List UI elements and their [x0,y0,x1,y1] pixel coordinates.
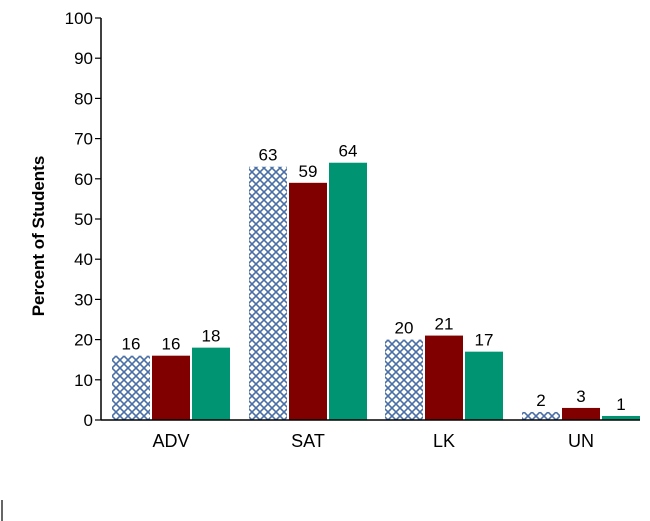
bar-adv-series-1 [112,355,150,420]
y-tick-label: 40 [74,250,93,269]
x-tick-label: UN [568,431,594,451]
bar-un-series-3 [602,415,640,420]
x-tick-label: SAT [291,431,325,451]
data-label: 2 [536,391,545,410]
data-label: 64 [339,142,358,161]
data-label: 3 [576,387,585,406]
y-tick-label: 80 [74,89,93,108]
bar-adv-series-2 [152,355,190,420]
bar-lk-series-2 [425,335,463,420]
y-tick-label: 50 [74,210,93,229]
y-tick-label: 100 [65,9,93,28]
y-tick-label: 90 [74,49,93,68]
data-label: 16 [122,335,141,354]
data-label: 16 [162,335,181,354]
y-tick-label: 20 [74,331,93,350]
bar-un-series-1 [522,411,560,420]
bar-lk-series-1 [385,339,423,420]
y-tick-label: 60 [74,170,93,189]
bar-lk-series-3 [465,351,503,420]
bar-sat-series-1 [249,166,287,420]
bar-un-series-2 [562,407,600,420]
y-tick-label: 0 [84,411,93,430]
x-tick-label: LK [433,431,455,451]
data-label: 1 [616,395,625,414]
data-label: 63 [259,146,278,165]
y-tick-label: 30 [74,290,93,309]
data-label: 17 [475,331,494,350]
bar-sat-series-2 [289,182,327,420]
bar-adv-series-3 [192,347,230,420]
y-tick-label: 10 [74,371,93,390]
data-label: 18 [202,327,221,346]
data-label: 20 [395,319,414,338]
data-label: 21 [435,315,454,334]
bar-sat-series-3 [329,162,367,420]
data-label: 59 [299,162,318,181]
y-axis-label: Percent of Students [29,156,48,317]
x-tick-label: ADV [152,431,189,451]
y-tick-label: 70 [74,130,93,149]
